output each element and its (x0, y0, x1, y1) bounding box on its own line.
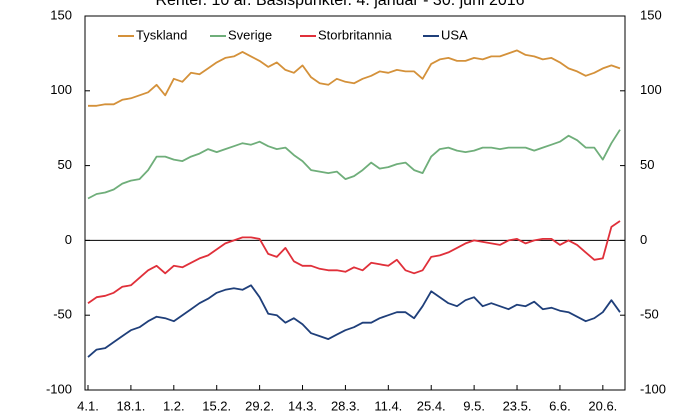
legend-label: Sverige (228, 27, 272, 42)
x-tick-label: 29.2. (245, 398, 274, 413)
y-tick-label: 100 (50, 82, 72, 97)
legend-label: Tyskland (136, 27, 187, 42)
y-tick-label: 0 (65, 232, 72, 247)
x-tick-label: 15.2. (202, 398, 231, 413)
y2-tick-label: -50 (640, 307, 659, 322)
y2-tick-label: 0 (640, 232, 647, 247)
x-tick-label: 6.6. (549, 398, 571, 413)
series-line (87, 129, 621, 200)
x-tick-label: 20.6. (588, 398, 617, 413)
chart-title: Renter. 10 år. Basispunkter. 4. januar -… (155, 0, 524, 9)
legend-label: Storbritannia (318, 27, 392, 42)
y2-tick-label: -100 (640, 381, 666, 396)
y2-tick-label: 150 (640, 7, 662, 22)
x-tick-label: 1.2. (163, 398, 185, 413)
y-tick-label: -100 (46, 381, 72, 396)
x-tick-label: 9.5. (463, 398, 485, 413)
y2-tick-label: 50 (640, 157, 654, 172)
x-tick-label: 28.3. (331, 398, 360, 413)
series-line (88, 49, 621, 107)
x-tick-label: 11.4. (374, 398, 402, 413)
x-tick-label: 18.1. (116, 398, 145, 413)
y2-tick-label: 100 (640, 82, 662, 97)
y-tick-label: 50 (58, 157, 72, 172)
legend-label: USA (441, 27, 468, 42)
x-tick-label: 23.5. (503, 398, 532, 413)
y-tick-label: 150 (50, 7, 72, 22)
plot-frame (84, 15, 626, 391)
y-tick-label: -50 (53, 307, 72, 322)
x-tick-label: 25.4. (417, 398, 446, 413)
series-line (87, 284, 621, 358)
x-tick-label: 14.3. (288, 398, 317, 413)
x-tick-label: 4.1. (77, 398, 99, 413)
series-line (87, 220, 621, 304)
